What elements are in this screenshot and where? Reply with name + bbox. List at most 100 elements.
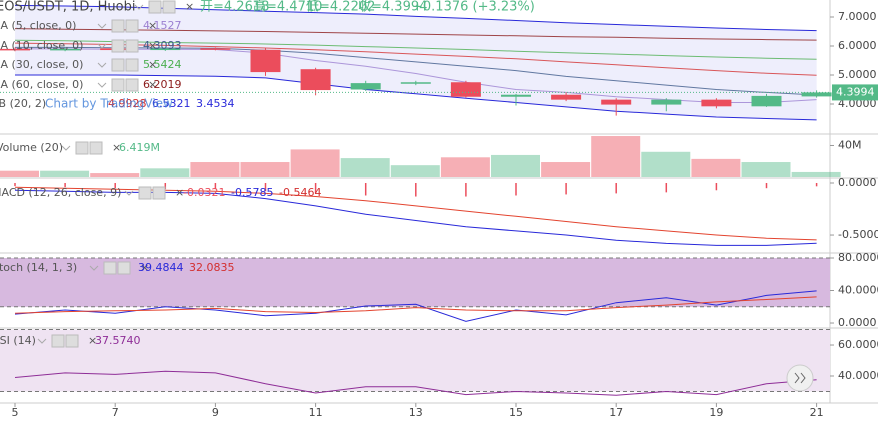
legend-value: 39.4844 (138, 261, 184, 274)
dropdown-icon[interactable] (134, 4, 144, 10)
band-fill (0, 258, 830, 307)
settings-icon[interactable] (138, 186, 152, 200)
y-tick-label: 40.0000 (838, 284, 878, 297)
y-tick-label: 40.0000 (838, 369, 878, 382)
close-icon[interactable]: × (185, 0, 194, 13)
settings-icon[interactable] (162, 0, 176, 14)
y-tick-label: 80.0000 (838, 251, 878, 264)
settings-icon[interactable] (111, 39, 125, 53)
dropdown-icon[interactable] (97, 43, 107, 49)
volume-bar (390, 165, 440, 177)
dropdown-icon[interactable] (124, 190, 134, 196)
settings-icon[interactable] (148, 0, 162, 14)
scroll-icon[interactable] (794, 372, 806, 384)
bb-fill (15, 5, 817, 120)
x-tick-label: 21 (810, 406, 824, 419)
candle-body (400, 82, 431, 84)
candle-body (250, 49, 281, 73)
volume-bar (0, 170, 39, 177)
volume-bar (791, 171, 841, 177)
volume-bar (440, 157, 490, 177)
dropdown-icon[interactable] (37, 338, 47, 344)
indicator-line (14, 370, 817, 396)
settings-icon[interactable] (75, 141, 89, 155)
close-icon[interactable]: × (148, 19, 157, 32)
candle-body (0, 48, 30, 51)
dropdown-icon[interactable] (89, 265, 99, 271)
settings-icon[interactable] (111, 78, 125, 92)
scroll-button[interactable] (786, 364, 814, 392)
legend-label: MA (60, close, 0) (0, 78, 83, 91)
indicator-line (14, 296, 817, 314)
volume-bar (290, 149, 340, 177)
legend-value: 6.2019 (143, 78, 182, 91)
ohlc-item: 低=4.2202 (306, 0, 375, 15)
settings-icon[interactable] (125, 58, 139, 72)
volume-bar (641, 151, 691, 177)
settings-icon[interactable] (152, 186, 166, 200)
dropdown-icon[interactable] (61, 145, 71, 151)
volume-bar (90, 173, 140, 177)
volume-bar (240, 162, 290, 177)
settings-icon[interactable] (125, 78, 139, 92)
ma-line (14, 39, 817, 60)
legend-value: 5.5424 (143, 58, 182, 71)
x-tick-label: 13 (409, 406, 423, 419)
x-tick-label: 11 (309, 406, 323, 419)
legend-value: 37.5740 (95, 334, 141, 347)
candle-body (701, 99, 732, 107)
candle-body (551, 94, 582, 100)
close-icon[interactable]: × (148, 39, 157, 52)
legend-label: Stoch (14, 1, 3) (0, 261, 77, 274)
y-tick-label: 0.0000 (838, 316, 877, 329)
x-tick-label: 19 (709, 406, 723, 419)
close-icon[interactable]: × (148, 58, 157, 71)
dropdown-icon[interactable] (97, 82, 107, 88)
close-icon[interactable]: × (148, 78, 157, 91)
legend-value: -0.0321 (183, 186, 225, 199)
settings-icon[interactable] (111, 58, 125, 72)
last-price-label: 4.3994 (836, 85, 875, 98)
ohlc-item: 收=4.3994 (358, 0, 427, 15)
close-icon[interactable]: × (175, 186, 184, 199)
settings-icon[interactable] (103, 261, 117, 275)
settings-icon[interactable] (89, 141, 103, 155)
settings-icon[interactable] (111, 19, 125, 33)
y-tick-label: 6.0000 (838, 39, 877, 52)
legend-value: 32.0835 (189, 261, 235, 274)
volume-bar (340, 158, 390, 177)
settings-icon[interactable] (125, 19, 139, 33)
dropdown-icon[interactable] (97, 23, 107, 29)
ma-line (15, 48, 817, 103)
legend-label: MA (30, close, 0) (0, 58, 83, 71)
legend-value: 4.3093 (143, 39, 182, 52)
candle-body (200, 48, 231, 50)
y-tick-label: 40M (838, 138, 862, 151)
close-icon[interactable]: × (112, 141, 121, 154)
legend-value: 4.9928 (108, 97, 147, 110)
candle-body (801, 92, 832, 97)
y-tick-label: 60.0000 (838, 338, 878, 351)
legend-label: MA (10, close, 0) (0, 39, 83, 52)
legend-value: -0.5785 (231, 186, 273, 199)
legend-value: 6.419M (119, 141, 160, 154)
close-icon[interactable]: × (88, 334, 97, 347)
candle-body (50, 48, 81, 51)
candle-body (601, 99, 632, 105)
y-tick-label: 7.0000 (838, 10, 877, 23)
settings-icon[interactable] (117, 261, 131, 275)
settings-icon[interactable] (65, 334, 79, 348)
x-tick-label: 7 (112, 406, 119, 419)
dropdown-icon[interactable] (97, 62, 107, 68)
settings-icon[interactable] (125, 39, 139, 53)
settings-icon[interactable] (51, 334, 65, 348)
volume-bar (541, 162, 591, 177)
volume-bar (591, 136, 641, 177)
candle-body (651, 99, 682, 105)
legend-value: 3.4534 (196, 97, 235, 110)
ma-line (15, 46, 817, 96)
candle-body (751, 95, 782, 107)
close-icon[interactable]: × (140, 261, 149, 274)
candle-body (150, 48, 181, 51)
